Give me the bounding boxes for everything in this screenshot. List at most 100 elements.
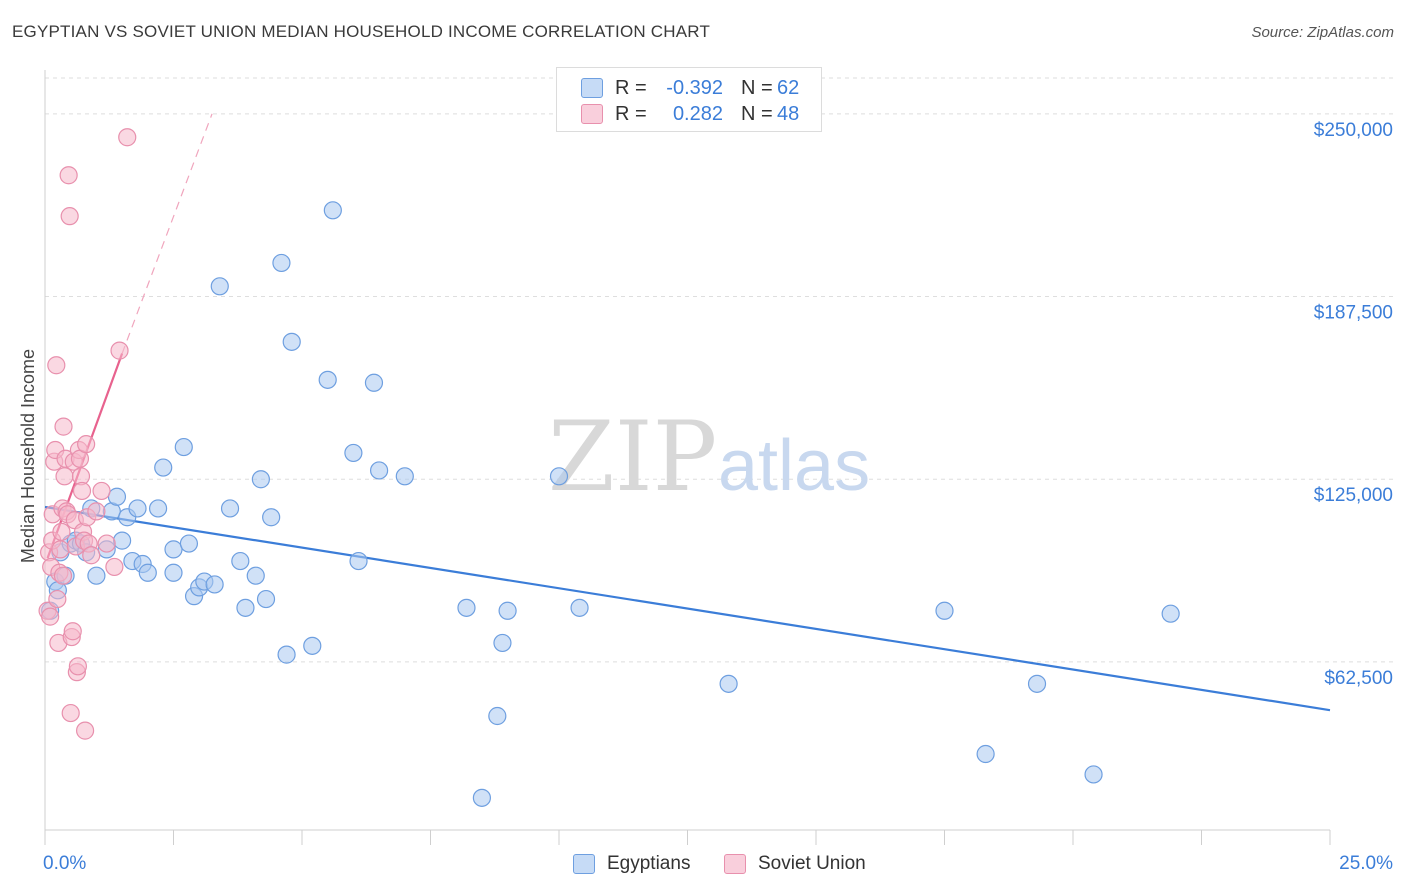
y-tick-label: $125,000 [1314,485,1393,506]
egyptians-point [570,598,589,617]
soviet-union-point [118,128,137,147]
egyptians-point [246,566,265,585]
egyptians-point [128,499,147,518]
watermark-atlas: atlas [718,426,870,506]
soviet-union-point [55,467,74,486]
soviet-union-point [41,607,60,626]
soviet-union-point [61,703,80,723]
bottom-legend-swatch-egyptians [573,854,595,874]
egyptians-point [220,499,240,518]
egyptians-point [488,706,507,726]
legend-r-value: -0.392 [666,76,723,99]
egyptians-point [87,566,106,585]
legend-r-label: R = [615,76,647,99]
soviet-union-point [87,502,106,521]
legend-swatch-soviet [581,104,603,124]
egyptians-point [210,277,229,296]
soviet-union-point [60,207,79,226]
soviet-union-point [72,481,92,501]
egyptians-point [164,563,183,582]
y-tick-label: $187,500 [1314,303,1393,324]
bottom-legend-swatch-soviet [724,854,746,874]
egyptians-point [303,636,322,655]
legend-row-soviet: R = 0.282 N = 48 [581,102,799,126]
egyptians-point [107,487,127,506]
egyptians-point [935,601,954,620]
y-axis-label: Median Household Income [18,349,38,563]
soviet-union-point [110,341,129,360]
egyptians-point [323,201,342,220]
y-tick-label: $62,500 [1324,668,1393,689]
egyptians-point [262,508,281,527]
soviet-union-point [51,540,70,559]
legend-swatch-egyptians [581,78,603,98]
legend-r-value: 0.282 [672,102,723,125]
egyptians-point [174,437,193,457]
legend-n-value: 62 [777,76,800,99]
soviet-union-point [63,622,82,641]
egyptians-point [138,563,157,582]
soviet-union-point [75,721,95,740]
soviet-union-point [53,566,73,585]
egyptians-point [1084,765,1103,784]
soviet-union-point [92,481,111,501]
egyptians-point [349,551,368,571]
legend-n-value: 48 [777,102,800,125]
watermark-zip: ZIP [548,401,717,513]
soviet-union-point [82,546,101,565]
egyptians-point [256,589,276,609]
egyptians-point [493,633,512,653]
soviet-union-point [68,657,87,676]
y-tick-label: $250,000 [1314,120,1393,141]
egyptians-point [395,467,414,486]
x-tick-label: 0.0% [43,853,86,874]
egyptians-point [154,458,173,477]
egyptians-point [549,467,569,486]
egyptians-point [251,470,270,489]
egyptians-point [277,645,296,664]
source-label: Source: ZipAtlas.com [1251,24,1394,41]
soviet-union-point [59,166,78,185]
soviet-union-point [54,417,73,436]
egyptians-point [344,443,363,463]
egyptians-point [1161,604,1180,623]
egyptians-point [148,499,168,518]
egyptians-point [164,540,183,559]
egyptians-trend-line [44,505,1331,712]
egyptians-point [498,601,517,620]
soviet-union-point [77,435,96,454]
soviet-union-point [48,589,67,609]
egyptians-point [231,551,250,571]
egyptians-point [112,531,132,550]
egyptians-point [472,788,491,807]
soviet-union-point [105,557,124,577]
bottom-legend-label-soviet: Soviet Union [758,853,866,874]
legend-r-label: R = [615,102,647,125]
chart-title: EGYPTIAN VS SOVIET UNION MEDIAN HOUSEHOL… [12,22,711,41]
data-points [38,128,1180,807]
egyptians-point [719,674,738,693]
soviet-union-point [52,522,71,541]
egyptians-point [976,744,995,764]
correlation-legend: R = -0.392 N = 62 R = 0.282 N = 48 [556,67,822,132]
legend-n-label: N = [741,102,773,125]
bottom-legend-soviet: Soviet Union [724,852,866,876]
egyptians-point [1027,674,1047,693]
egyptians-point [318,370,337,389]
bottom-legend-egyptians: Egyptians [573,852,690,876]
bottom-legend-label-egyptians: Egyptians [607,853,691,874]
soviet-union-point [47,356,66,375]
x-tick-label: 25.0% [1339,853,1393,874]
legend-row-egyptians: R = -0.392 N = 62 [581,76,799,100]
egyptians-point [272,253,291,273]
legend-n-label: N = [741,76,773,99]
tick-labels: $62,500 $125,000 $187,500 $250,000 0.0% 25.0% [43,120,1393,874]
egyptians-point [236,598,255,617]
egyptians-point [282,332,301,351]
axes [44,70,1331,845]
soviet-union-point [97,534,116,553]
egyptians-point [370,461,389,480]
soviet-union-trend-extension [121,113,213,354]
egyptians-point [364,373,384,392]
